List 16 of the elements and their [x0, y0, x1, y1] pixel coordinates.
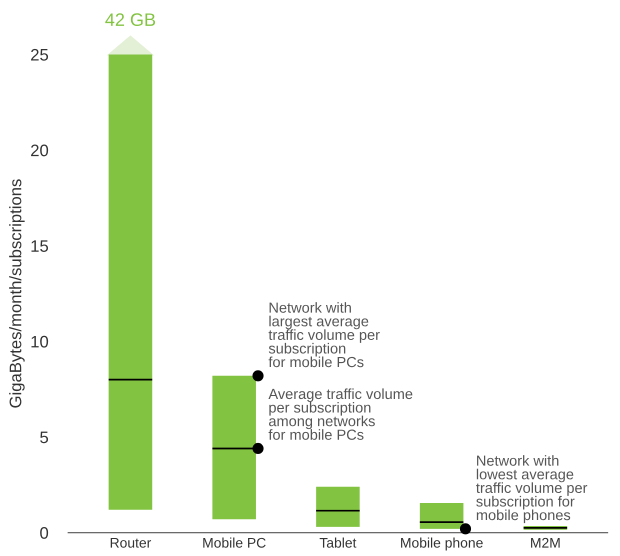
y-tick-label: 15: [31, 240, 48, 252]
x-tick-label: Mobile PC: [203, 538, 266, 548]
text: 42 GB: [105, 13, 156, 26]
annotation: Average traffic volume per subscription among networks for mobile PCs: [268, 388, 412, 440]
x-tick-label: M2M: [531, 538, 560, 548]
x-tick-label: Router: [110, 538, 152, 548]
y-tick-label: 25: [31, 48, 48, 61]
x-tick-label: Tablet: [320, 538, 356, 548]
y-axis-title: GigaBytes/month/subscriptions: [9, 179, 25, 408]
y-tick-label: 0: [40, 527, 48, 539]
x-tick-label: Mobile phone: [401, 538, 483, 550]
annotation: Network with lowest average traffic volume per subscription for mobile phones: [476, 455, 588, 524]
y-tick-label: 20: [31, 144, 48, 156]
y-tick-label: 10: [31, 336, 48, 348]
annotation: Network with largest average traffic volume per subscription for mobile PCs: [268, 302, 380, 368]
y-tick-label: 5: [40, 432, 48, 444]
